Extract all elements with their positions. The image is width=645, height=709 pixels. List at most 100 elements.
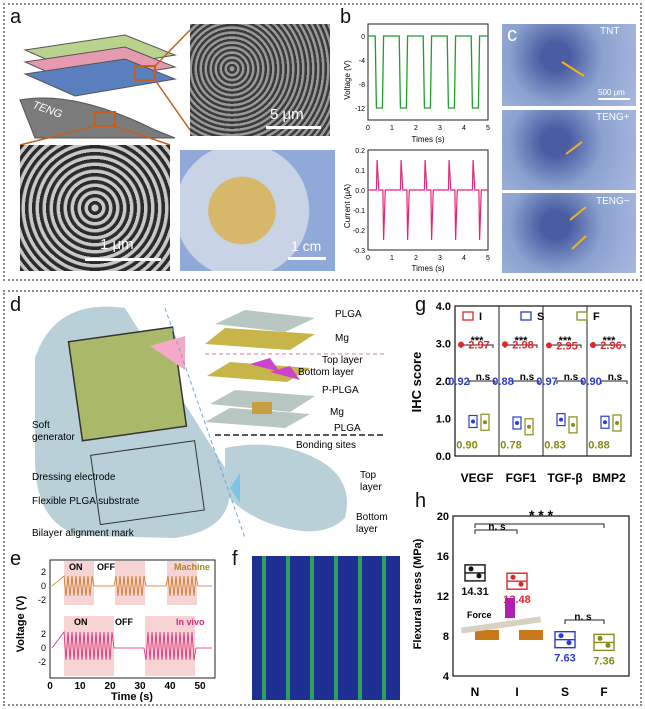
voltage-xtick-label: 1 — [390, 125, 394, 132]
current-xtick-label: 0 — [366, 255, 370, 262]
scale-bar-sem — [266, 126, 321, 129]
g-legend-label: I — [479, 311, 482, 323]
voltage-ytick-label: -12 — [355, 106, 365, 113]
h-point-S — [558, 633, 564, 639]
h-point-I — [510, 574, 516, 580]
force-illustration-left-block — [475, 630, 499, 640]
g-category-label: BMP2 — [592, 471, 626, 485]
g-ytick-label: 4.0 — [436, 301, 451, 313]
stain-label-teng-plus: TENG+ — [596, 112, 630, 123]
g-category-label: FGF1 — [506, 471, 537, 485]
zoom-lines — [19, 29, 191, 146]
d-label-substrate: Flexible PLGA substrate — [32, 496, 140, 507]
g-value-I: 2.98 — [512, 339, 533, 351]
e-xtick-label: 20 — [104, 681, 116, 692]
sem-image-nanotubes — [20, 145, 170, 271]
voltage-xtick-label: 4 — [462, 125, 466, 132]
stain-label-teng-minus: TENG− — [596, 196, 630, 207]
e-xtick-label: 40 — [164, 681, 176, 692]
d-label-bottom-layer-right: Bottom layer — [356, 512, 388, 535]
h-force: Force — [467, 610, 492, 620]
current-xtick-label: 4 — [462, 255, 466, 262]
field-simulation-image — [252, 556, 400, 700]
g-ns-label: n.s — [520, 372, 535, 383]
voltage-ylabel: Voltage (V) — [343, 60, 352, 100]
current-ylabel: Current (μA) — [343, 184, 352, 229]
h-ytick-label: 8 — [443, 631, 449, 643]
g-ns-bracket — [512, 380, 540, 384]
device-photo — [180, 150, 335, 271]
current-ytick-label: -0.1 — [353, 208, 365, 215]
g-point-I — [590, 342, 596, 348]
panel-label-d: d — [10, 294, 22, 316]
panel-label-h: h — [415, 490, 427, 512]
g-legend-swatch — [462, 311, 474, 321]
g-value-S: 0.92 — [448, 376, 469, 388]
voltage-chart: Voltage (V) 0 -4 -8 -12 0 1 2 3 4 5 Times (s) — [343, 23, 490, 144]
g-sig-label: *** — [603, 335, 617, 347]
g-sig-label: *** — [471, 335, 485, 347]
figure-bottom-frame — [3, 290, 642, 706]
panel-label-b: b — [340, 6, 352, 28]
h-category-label: F — [600, 685, 607, 699]
voltage-on-off-chart: Voltage (V) ON OFF Machine ON OFF In viv… — [15, 559, 216, 702]
h-ytick-label: 12 — [437, 591, 449, 603]
g-legend-label: F — [593, 311, 600, 323]
g-ns-label: n.s — [564, 372, 579, 383]
g-value-I: 2.95 — [556, 340, 577, 352]
g-box-F — [524, 418, 534, 436]
g-box-F — [480, 413, 490, 431]
g-legend-swatch — [576, 311, 588, 321]
sem-image-nanopillars — [190, 24, 330, 136]
h-category-label: S — [561, 685, 569, 699]
force-illustration-right-block — [519, 630, 543, 640]
h-point-N — [476, 573, 482, 579]
e-xtick-label: 0 — [47, 681, 53, 692]
current-chart: Current (μA) 0.2 0.1 0.0 -0.1 -0.2 -0.3 0 1 2 3 4… — [343, 148, 490, 273]
g-ytick-label: 2.0 — [436, 376, 451, 388]
g-ns-label: n.s — [476, 372, 491, 383]
ihc-score-chart: IHC score I S F 4.0 3.0 2.0 1.0 0.0 VEGF *** n.s… — [409, 301, 632, 485]
current-ytick-label: 0.1 — [355, 168, 365, 175]
d-label-dressing: Dressing electrode — [32, 472, 116, 483]
e-ytick-bottom: 2 — [41, 629, 46, 639]
h-ytick-label: 20 — [437, 511, 449, 523]
g-point-F — [527, 424, 531, 429]
scale-label-tube: 1 μm — [100, 236, 134, 253]
e-invivo-label: In vivo — [176, 617, 205, 627]
h-point-S — [566, 640, 572, 646]
stain-image-teng-minus — [502, 193, 636, 273]
stain-scale-bar — [598, 98, 630, 100]
g-value-F: 0.78 — [500, 440, 521, 452]
h-category-label: N — [471, 685, 480, 699]
g-ylabel: IHC score — [409, 352, 424, 413]
voltage-ytick-label: -8 — [359, 82, 365, 89]
g-category-label: TGF-β — [547, 471, 582, 485]
g-point-S — [603, 420, 607, 425]
current-xtick-label: 1 — [390, 255, 394, 262]
g-value-S: 0.97 — [536, 376, 557, 388]
g-ns-bracket — [556, 380, 584, 384]
g-value-F: 0.90 — [456, 440, 477, 452]
stain-label-tnt: TNT — [600, 26, 620, 37]
d-label-top-layer: Top layer — [322, 355, 363, 366]
g-point-S — [515, 421, 519, 425]
scale-label-photo: 1 cm — [291, 238, 322, 254]
h-point-I — [518, 581, 524, 587]
g-value-S: 0.88 — [492, 376, 513, 388]
d-label-bottom-layer: Bottom layer — [298, 367, 355, 378]
e-xtick-label: 30 — [134, 681, 146, 692]
e-ytick-top: 2 — [41, 567, 46, 577]
current-series-line — [368, 159, 488, 241]
h-value-N: 14.31 — [461, 586, 489, 598]
h-value-F: 7.36 — [593, 655, 614, 667]
g-point-F — [483, 420, 487, 425]
voltage-xtick-label: 5 — [486, 125, 490, 132]
e-on2: ON — [74, 617, 88, 627]
g-value-S: 0.90 — [580, 376, 601, 388]
g-ns-bracket — [468, 380, 496, 384]
g-box-S — [600, 415, 610, 429]
d-label-plga-top: PLGA — [335, 309, 362, 320]
teng-device-illustration — [19, 34, 177, 139]
